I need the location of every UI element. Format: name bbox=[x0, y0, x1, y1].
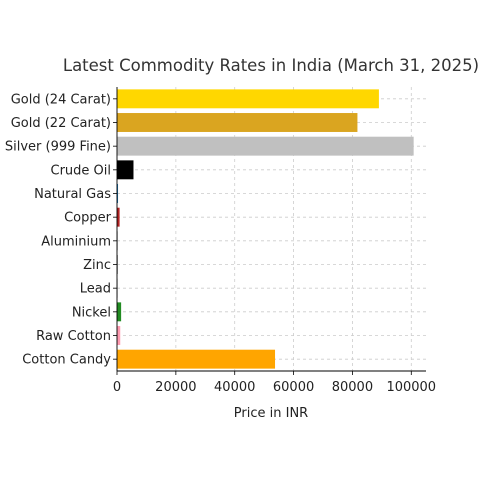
bar-10 bbox=[117, 326, 121, 345]
x-tick-label-3: 60000 bbox=[273, 380, 314, 395]
bar-5 bbox=[117, 207, 120, 227]
bar-9 bbox=[117, 302, 122, 322]
x-tick-label-2: 40000 bbox=[214, 380, 255, 395]
bar-3 bbox=[117, 160, 134, 180]
y-tick-label-5: Copper bbox=[64, 211, 112, 226]
chart-title: Latest Commodity Rates in India (March 3… bbox=[63, 56, 479, 75]
y-tick-label-11: Cotton Candy bbox=[22, 353, 111, 368]
bar-4 bbox=[117, 184, 119, 203]
axis-layer: Gold (24 Carat) Gold (22 Carat) Silver (99… bbox=[5, 87, 436, 395]
bar-2 bbox=[117, 136, 414, 156]
y-tick-label-10: Raw Cotton bbox=[36, 329, 111, 344]
x-tick-label-0: 0 bbox=[113, 380, 121, 395]
x-tick-label-5: 100000 bbox=[386, 380, 436, 395]
y-tick-label-1: Gold (22 Carat) bbox=[11, 116, 111, 131]
bar-0 bbox=[117, 89, 379, 109]
y-tick-label-9: Nickel bbox=[72, 305, 111, 320]
y-tick-label-2: Silver (999 Fine) bbox=[5, 140, 111, 155]
bar-1 bbox=[117, 113, 358, 132]
y-tick-label-7: Zinc bbox=[83, 258, 111, 273]
y-tick-label-3: Crude Oil bbox=[51, 163, 112, 178]
y-tick-label-6: Aluminium bbox=[41, 234, 111, 249]
bar-layer bbox=[117, 89, 414, 369]
y-tick-label-0: Gold (24 Carat) bbox=[11, 92, 111, 107]
x-tick-label-1: 20000 bbox=[155, 380, 196, 395]
x-tick-label-4: 80000 bbox=[332, 380, 373, 395]
y-tick-label-4: Natural Gas bbox=[34, 187, 111, 202]
y-tick-label-8: Lead bbox=[80, 282, 111, 297]
bar-11 bbox=[117, 349, 276, 369]
x-axis-label: Price in INR bbox=[234, 406, 308, 421]
